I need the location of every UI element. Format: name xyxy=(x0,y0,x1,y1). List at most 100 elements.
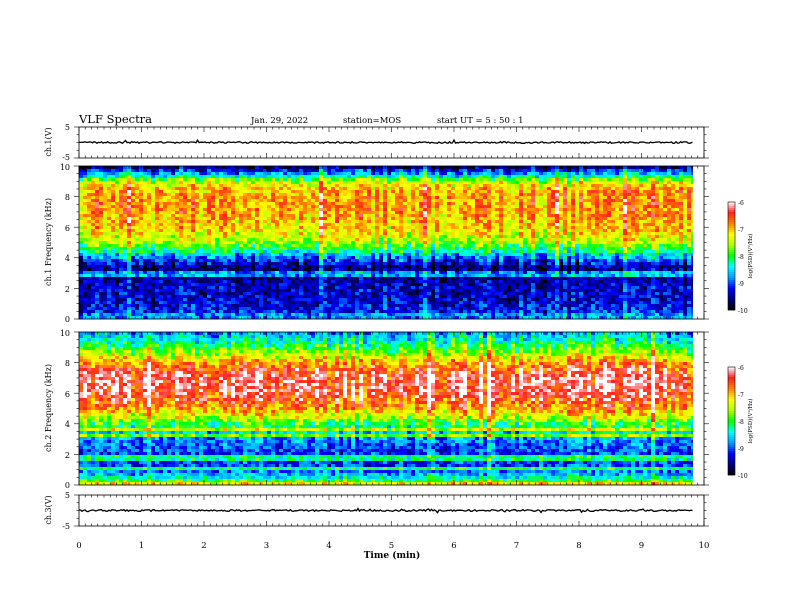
spectrogram-cell xyxy=(187,169,192,173)
spectrogram-cell xyxy=(359,169,364,173)
spectrogram-cell xyxy=(179,172,184,176)
spectrogram-cell xyxy=(363,235,368,239)
spectrogram-cell xyxy=(299,247,304,251)
spectrogram-cell xyxy=(527,241,532,245)
spectrogram-cell xyxy=(555,232,560,236)
spectrogram-cell xyxy=(163,247,168,251)
spectrogram-cell xyxy=(651,184,656,188)
spectrogram-cell xyxy=(219,199,224,203)
spectrogram-cell xyxy=(275,214,280,218)
spectrogram-cell xyxy=(491,238,496,242)
spectrogram-cell xyxy=(623,181,628,185)
spectrogram-cell xyxy=(591,223,596,227)
spectrogram-cell xyxy=(163,220,168,224)
spectrogram-cell xyxy=(207,211,212,215)
spectrogram-cell xyxy=(635,175,640,179)
spectrogram-cell xyxy=(371,244,376,248)
spectrogram-cell xyxy=(619,247,624,251)
spectrogram-cell xyxy=(175,226,180,230)
spectrogram-cell xyxy=(267,193,272,197)
spectrogram-cell xyxy=(115,196,120,200)
spectrogram-cell xyxy=(375,253,380,257)
spectrogram-cell xyxy=(271,247,276,251)
spectrogram-cell xyxy=(587,226,592,230)
spectrogram-cell xyxy=(575,241,580,245)
spectrogram-cell xyxy=(319,238,324,242)
spectrogram-cell xyxy=(135,223,140,227)
spectrogram-cell xyxy=(643,238,648,242)
spectrogram-cell xyxy=(623,166,628,170)
spectrogram-cell xyxy=(563,196,568,200)
spectrogram-cell xyxy=(479,253,484,257)
spectrogram-cell xyxy=(539,181,544,185)
spectrogram-cell xyxy=(463,244,468,248)
spectrogram-cell xyxy=(571,232,576,236)
spectrogram-cell xyxy=(531,202,536,206)
spectrogram-cell xyxy=(159,241,164,245)
spectrogram-cell xyxy=(275,238,280,242)
spectrogram-cell xyxy=(83,241,88,245)
spectrogram-cell xyxy=(215,250,220,254)
spectrogram-cell xyxy=(451,235,456,239)
spectrogram-cell xyxy=(551,238,556,242)
spectrogram-cell xyxy=(423,253,428,257)
spectrogram-cell xyxy=(163,202,168,206)
spectrogram-cell xyxy=(687,190,692,194)
spectrogram-cell xyxy=(147,172,152,176)
spectrogram-cell xyxy=(343,202,348,206)
spectrogram-cell xyxy=(147,205,152,209)
spectrogram-cell xyxy=(503,247,508,251)
spectrogram-cell xyxy=(307,241,312,245)
spectrogram-cell xyxy=(271,193,276,197)
spectrogram-cell xyxy=(675,241,680,245)
spectrogram-cell xyxy=(331,229,336,233)
spectrogram-cell xyxy=(163,238,168,242)
spectrogram-cell xyxy=(199,229,204,233)
spectrogram-cell xyxy=(283,253,288,257)
spectrogram-cell xyxy=(579,223,584,227)
spectrogram-cell xyxy=(371,241,376,245)
spectrogram-cell xyxy=(399,172,404,176)
spectrogram-cell xyxy=(483,235,488,239)
spectrogram-cell xyxy=(535,220,540,224)
spectrogram-cell xyxy=(291,232,296,236)
spectrogram-cell xyxy=(307,253,312,257)
spectrogram-cell xyxy=(331,205,336,209)
spectrogram-cell xyxy=(543,250,548,254)
spectrogram-cell xyxy=(319,178,324,182)
spectrogram-cell xyxy=(583,214,588,218)
spectrogram-cell xyxy=(451,241,456,245)
spectrogram-cell xyxy=(687,208,692,212)
spectrogram-cell xyxy=(467,229,472,233)
spectrogram-cell xyxy=(595,199,600,203)
spectrogram-cell xyxy=(111,196,116,200)
spectrogram-cell xyxy=(471,211,476,215)
spectrogram-cell xyxy=(523,184,528,188)
spectrogram-cell xyxy=(207,193,212,197)
spectrogram-cell xyxy=(287,229,292,233)
spectrogram-cell xyxy=(459,187,464,191)
spectrogram-cell xyxy=(587,223,592,227)
spectrogram-cell xyxy=(515,190,520,194)
spectrogram-cell xyxy=(447,175,452,179)
spectrogram-cell xyxy=(295,181,300,185)
spectrogram-cell xyxy=(675,223,680,227)
spectrogram-cell xyxy=(503,199,508,203)
spectrogram-cell xyxy=(347,229,352,233)
spectrogram-cell xyxy=(183,247,188,251)
spectrogram-cell xyxy=(319,172,324,176)
spectrogram-cell xyxy=(387,184,392,188)
spectrogram-cell xyxy=(295,205,300,209)
spectrogram-cell xyxy=(575,223,580,227)
spectrogram-cell xyxy=(603,196,608,200)
spectrogram-cell xyxy=(199,190,204,194)
spectrogram-cell xyxy=(219,217,224,221)
spectrogram-cell xyxy=(379,178,384,182)
spectrogram-cell xyxy=(135,169,140,173)
spectrogram-cell xyxy=(151,217,156,221)
spectrogram-cell xyxy=(587,190,592,194)
spectrogram-cell xyxy=(595,223,600,227)
spectrogram-cell xyxy=(391,205,396,209)
spectrogram-cell xyxy=(355,187,360,191)
spectrogram-cell xyxy=(491,214,496,218)
